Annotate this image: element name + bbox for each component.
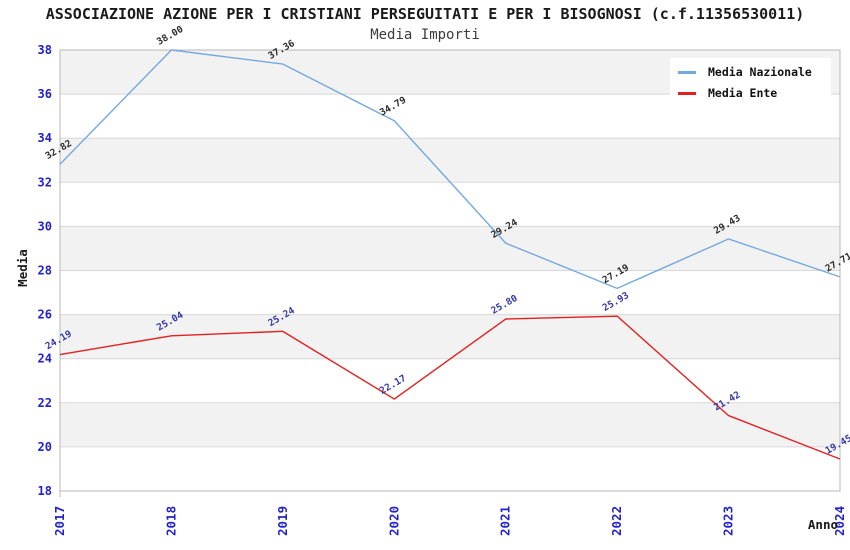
legend-item-media-ente: Media Ente: [678, 85, 823, 101]
y-tick-label: 32: [38, 175, 52, 189]
x-tick-label: 2022: [609, 506, 624, 536]
point-label-media-nazionale: 34.79: [378, 95, 409, 119]
chart-title: ASSOCIAZIONE AZIONE PER I CRISTIANI PERS…: [45, 5, 805, 23]
y-tick-label: 30: [38, 219, 52, 233]
legend-label-media-ente: Media Ente: [708, 86, 778, 100]
x-tick-label: 2017: [52, 506, 67, 536]
plot-border: [59, 49, 841, 492]
media-nazionale-line-swatch: [678, 70, 696, 74]
legend: Media Nazionale Media Ente: [670, 58, 831, 105]
point-label-media-ente: 22.17: [378, 373, 408, 397]
y-tick-label: 38: [38, 43, 52, 57]
y-tick-label: 26: [38, 308, 52, 322]
y-tick-label: 18: [38, 484, 52, 498]
x-tick-label: 2024: [832, 506, 847, 536]
x-tick-label: 2019: [275, 506, 290, 536]
y-tick-label: 36: [38, 87, 52, 101]
y-tick-label: 34: [38, 131, 52, 145]
x-axis-title: Anno: [808, 517, 838, 532]
x-tick-label: 2020: [386, 506, 401, 536]
point-label-media-ente: 25.80: [489, 293, 520, 317]
chart-subtitle: Media Importi: [370, 27, 480, 43]
x-tick-label: 2021: [498, 506, 513, 536]
legend-item-media-nazionale: Media Nazionale: [678, 64, 823, 80]
point-label-media-ente: 25.93: [601, 290, 632, 314]
x-tick-label: 2018: [163, 506, 178, 536]
y-axis-title: Media: [15, 249, 30, 287]
plot-band: [60, 314, 840, 359]
y-tick-label: 20: [38, 440, 52, 454]
legend-label-media-nazionale: Media Nazionale: [708, 65, 812, 79]
plot-band: [60, 138, 840, 183]
y-tick-label: 24: [38, 352, 52, 366]
y-tick-label: 28: [38, 264, 52, 278]
point-label-media-nazionale: 38.00: [155, 24, 186, 48]
plot-band: [60, 402, 840, 447]
series-line-media-nazionale: [59, 49, 841, 290]
plot-band: [60, 226, 840, 271]
media-ente-line-swatch: [678, 91, 696, 95]
y-tick-label: 22: [38, 396, 52, 410]
x-tick-label: 2023: [721, 506, 736, 536]
series-line-media-ente: [59, 315, 841, 460]
